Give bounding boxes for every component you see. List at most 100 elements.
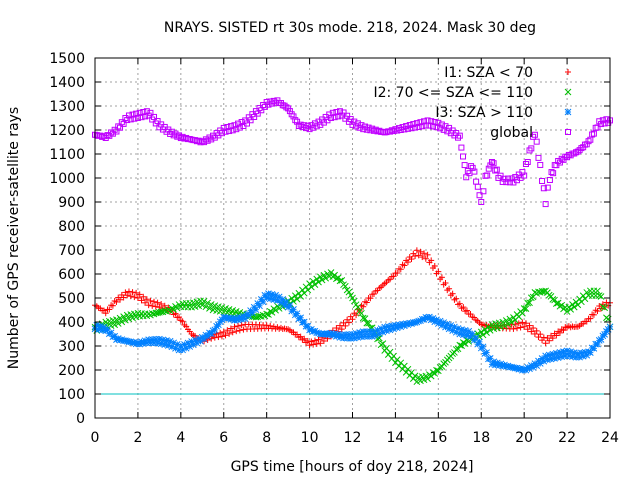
data-point [263, 322, 270, 329]
data-point [469, 164, 476, 171]
data-point [429, 369, 437, 376]
data-point [198, 301, 206, 309]
data-point [524, 158, 531, 165]
data-point [109, 302, 116, 309]
data-point [594, 308, 601, 315]
data-point [156, 304, 163, 311]
data-point [442, 123, 449, 130]
y-tick-label: 0 [76, 411, 85, 427]
data-point [422, 255, 429, 262]
data-point [506, 179, 513, 186]
data-point [340, 319, 347, 326]
data-point [570, 303, 578, 311]
data-point [476, 338, 483, 346]
data-point [176, 314, 183, 321]
data-point [297, 333, 304, 340]
data-point [283, 104, 290, 111]
x-tick-label: 24 [601, 430, 619, 446]
x-tick-label: 2 [133, 430, 142, 446]
data-point [567, 152, 574, 159]
data-point [490, 160, 497, 167]
data-point [215, 334, 222, 341]
data-point [235, 323, 242, 330]
data-point [446, 285, 453, 292]
data-point [275, 293, 283, 301]
data-point [320, 271, 328, 279]
data-point [310, 124, 317, 131]
data-point [519, 319, 526, 326]
data-point [129, 111, 136, 118]
data-point [179, 318, 186, 325]
data-point [338, 277, 346, 284]
data-point [206, 134, 213, 141]
data-point [556, 329, 563, 336]
data-point [170, 132, 177, 139]
data-point [173, 304, 181, 312]
data-point [598, 121, 605, 128]
data-point [359, 314, 367, 322]
y-tick-label: 700 [58, 243, 85, 259]
data-point [540, 185, 547, 192]
legend-marker [565, 69, 571, 75]
data-point [548, 169, 555, 176]
data-point [426, 122, 433, 129]
data-point [338, 326, 345, 333]
data-point [553, 332, 560, 339]
data-point [238, 322, 245, 329]
data-point [120, 120, 127, 127]
data-point [394, 269, 401, 276]
data-point [429, 123, 436, 130]
legend-marker [564, 88, 572, 96]
data-point [243, 120, 250, 127]
data-point [311, 337, 318, 344]
data-point [127, 293, 134, 300]
x-tick-label: 0 [91, 430, 100, 446]
data-point [542, 340, 549, 347]
legend-label: global [490, 125, 533, 141]
data-point [263, 310, 271, 318]
data-point [419, 254, 426, 261]
data-point [293, 295, 301, 303]
data-point [431, 263, 438, 270]
y-tick-label: 900 [58, 195, 85, 211]
data-point [304, 286, 312, 294]
data-point [117, 296, 124, 303]
data-point [558, 301, 566, 309]
data-point [114, 320, 122, 327]
x-tick-label: 22 [558, 430, 576, 446]
data-point [291, 292, 299, 300]
data-point [229, 329, 236, 336]
data-points [91, 97, 614, 386]
data-point [308, 283, 315, 291]
data-point [408, 256, 415, 263]
data-point [540, 287, 548, 295]
data-point [309, 277, 317, 285]
data-point [485, 165, 492, 172]
data-point [390, 273, 397, 280]
data-point [522, 305, 530, 312]
data-point [204, 299, 212, 307]
data-point [106, 306, 113, 313]
data-point [217, 329, 224, 336]
data-point [553, 300, 560, 308]
data-point [521, 172, 528, 179]
data-point [111, 321, 119, 329]
data-point [208, 136, 215, 143]
data-point [327, 269, 335, 276]
data-point [424, 375, 431, 383]
data-point [574, 148, 581, 155]
data-point [207, 301, 215, 308]
data-point [537, 161, 544, 168]
data-point [492, 167, 499, 174]
data-point [122, 316, 129, 324]
data-point [129, 289, 136, 296]
data-point [590, 130, 597, 137]
data-point [589, 131, 596, 138]
data-point [147, 109, 154, 116]
data-point [540, 334, 547, 341]
data-point [125, 288, 132, 295]
data-point [458, 342, 465, 350]
data-point [456, 300, 463, 307]
data-point [544, 184, 551, 191]
data-point [138, 297, 145, 304]
